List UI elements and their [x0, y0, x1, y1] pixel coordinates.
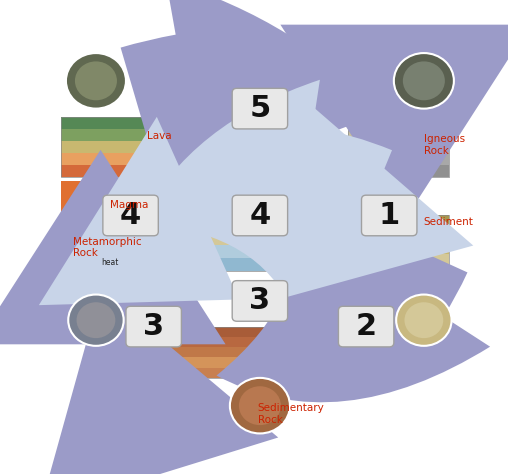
- Text: Sediment: Sediment: [424, 217, 474, 227]
- Circle shape: [403, 62, 445, 100]
- FancyBboxPatch shape: [232, 281, 288, 321]
- Text: Magma: Magma: [110, 200, 148, 210]
- Text: 4: 4: [249, 201, 271, 230]
- Text: ROCK CYCLE: ROCK CYCLE: [198, 51, 323, 69]
- FancyBboxPatch shape: [347, 216, 449, 228]
- FancyBboxPatch shape: [347, 228, 449, 241]
- Text: 3: 3: [249, 286, 270, 316]
- FancyBboxPatch shape: [347, 117, 449, 129]
- Circle shape: [396, 294, 452, 346]
- Text: heat: heat: [101, 258, 118, 267]
- Text: Sedimentary
Rock: Sedimentary Rock: [258, 403, 324, 425]
- Text: 2: 2: [356, 312, 377, 341]
- FancyBboxPatch shape: [347, 165, 449, 177]
- Circle shape: [66, 53, 126, 109]
- FancyBboxPatch shape: [347, 254, 449, 267]
- FancyBboxPatch shape: [158, 347, 269, 357]
- Text: 3: 3: [143, 312, 164, 341]
- FancyBboxPatch shape: [205, 220, 306, 233]
- FancyBboxPatch shape: [61, 228, 163, 238]
- Circle shape: [75, 62, 117, 100]
- FancyBboxPatch shape: [347, 153, 449, 165]
- Text: 1: 1: [378, 201, 400, 230]
- FancyBboxPatch shape: [205, 233, 306, 246]
- Text: 4: 4: [120, 201, 141, 230]
- Text: Metamorphic
Rock: Metamorphic Rock: [73, 237, 142, 258]
- Circle shape: [230, 378, 290, 433]
- FancyBboxPatch shape: [205, 258, 306, 271]
- Text: Lava: Lava: [147, 131, 171, 141]
- Text: Igneous
Rock: Igneous Rock: [424, 134, 465, 156]
- FancyBboxPatch shape: [61, 153, 163, 165]
- FancyBboxPatch shape: [61, 117, 163, 129]
- FancyBboxPatch shape: [158, 327, 269, 337]
- FancyBboxPatch shape: [61, 269, 163, 280]
- Circle shape: [77, 302, 115, 338]
- FancyBboxPatch shape: [347, 141, 449, 153]
- FancyBboxPatch shape: [126, 306, 181, 347]
- FancyBboxPatch shape: [232, 195, 288, 236]
- FancyBboxPatch shape: [61, 238, 163, 249]
- FancyBboxPatch shape: [61, 129, 163, 141]
- FancyBboxPatch shape: [347, 241, 449, 254]
- Circle shape: [68, 294, 123, 346]
- FancyBboxPatch shape: [61, 165, 163, 177]
- FancyBboxPatch shape: [158, 368, 269, 378]
- FancyBboxPatch shape: [347, 129, 449, 141]
- FancyBboxPatch shape: [158, 337, 269, 347]
- FancyBboxPatch shape: [61, 249, 163, 259]
- FancyBboxPatch shape: [61, 181, 163, 224]
- FancyBboxPatch shape: [61, 259, 163, 269]
- Circle shape: [239, 386, 281, 425]
- FancyBboxPatch shape: [158, 357, 269, 368]
- Circle shape: [404, 302, 443, 338]
- FancyBboxPatch shape: [232, 88, 288, 129]
- Circle shape: [394, 53, 454, 109]
- FancyBboxPatch shape: [362, 195, 417, 236]
- FancyBboxPatch shape: [338, 306, 394, 347]
- FancyBboxPatch shape: [61, 141, 163, 153]
- Text: 5: 5: [249, 94, 271, 123]
- FancyBboxPatch shape: [103, 195, 158, 236]
- FancyBboxPatch shape: [205, 246, 306, 258]
